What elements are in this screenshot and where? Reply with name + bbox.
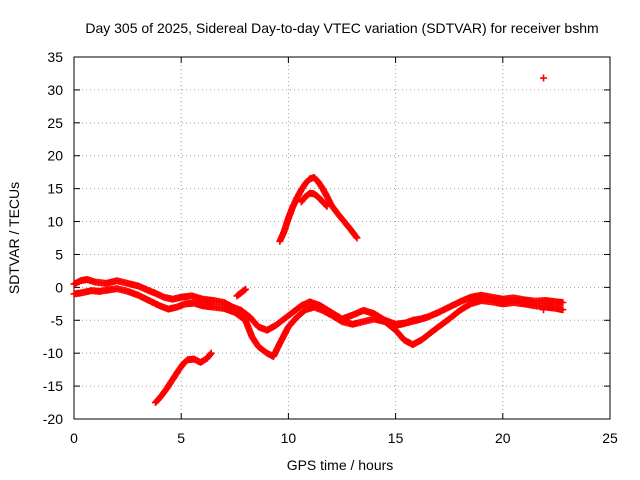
data-point [352,233,360,241]
y-tick-label: 0 [55,279,63,295]
data-point [559,306,567,314]
data-point [353,234,361,242]
y-tick-label: -20 [43,411,63,427]
x-tick-label: 25 [602,430,618,446]
y-tick-label: 25 [47,115,63,131]
data-point [540,306,548,314]
series-afternoon-branch [392,313,432,330]
data-marks [70,74,567,407]
data-point [240,286,248,294]
tick-labels: 0 5 10 15 20 25 35 30 25 20 15 10 5 0 -5 -10 -15 -20 [43,49,618,446]
x-tick-label: 10 [281,430,297,446]
data-point [322,201,330,209]
x-tick-label: 5 [177,430,185,446]
data-point [559,299,567,307]
chart-title: Day 305 of 2025, Sidereal Day-to-day VTE… [85,20,598,36]
y-tick-label: 35 [47,49,63,65]
series-main-band-lower [70,285,567,360]
data-point [323,202,331,210]
series-morning-recovery [151,349,215,407]
data-point [424,313,432,321]
axis-ticks [73,56,611,420]
grid [74,57,610,419]
data-point [207,349,215,357]
series-outliers [540,74,548,314]
y-tick-label: 20 [47,148,63,164]
data-point [206,350,214,358]
x-tick-label: 20 [495,430,511,446]
y-tick-label: -10 [43,345,63,361]
x-tick-label: 0 [70,430,78,446]
x-axis-label: GPS time / hours [287,457,394,473]
data-point [540,74,548,82]
y-tick-label: 15 [47,181,63,197]
y-tick-label: 5 [55,246,63,262]
y-axis-label: SDTVAR / TECUs [6,182,22,294]
series-midday-arc-branch [297,189,331,210]
y-tick-label: 30 [47,82,63,98]
plot-frame [73,56,611,420]
series-arc-tail [233,285,250,300]
y-tick-label: 10 [47,214,63,230]
y-tick-label: -15 [43,378,63,394]
y-tick-label: -5 [51,312,64,328]
series-midday-arc [276,173,361,245]
x-tick-label: 15 [388,430,404,446]
data-point [242,285,250,293]
